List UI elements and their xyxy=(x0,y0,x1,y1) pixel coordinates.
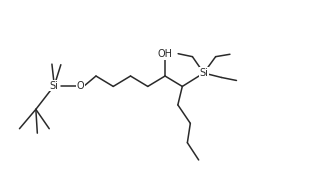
Text: OH: OH xyxy=(158,49,172,59)
Text: O: O xyxy=(77,80,84,91)
Text: Si: Si xyxy=(50,80,59,91)
Text: Si: Si xyxy=(199,68,208,78)
